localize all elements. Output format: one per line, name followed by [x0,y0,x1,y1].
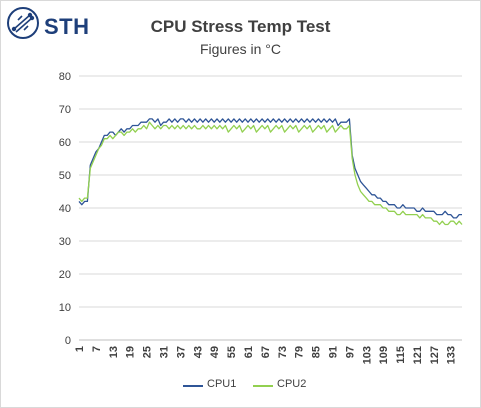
sth-logo-icon [7,7,39,39]
y-tick-label: 80 [59,71,71,83]
logo-text: STH [44,14,90,39]
x-tick-label: 109 [378,346,390,364]
chart-legend: CPU1 CPU2 [0,378,481,394]
legend-swatch-cpu2 [253,385,273,387]
legend-swatch-cpu1 [183,385,203,387]
y-tick-label: 40 [59,203,71,215]
x-tick-label: 13 [108,346,120,358]
x-tick-label: 73 [277,346,289,358]
chart-title: CPU Stress Temp Test [150,17,331,36]
y-tick-label: 20 [59,269,71,281]
y-tick-label: 10 [59,302,71,314]
y-tick-label: 70 [59,104,71,116]
x-tick-label: 7 [91,346,103,352]
sth-logo: STH [6,6,96,42]
x-tick-label: 127 [429,346,441,364]
x-tick-label: 55 [226,346,238,358]
series-line-cpu2 [78,121,463,226]
x-tick-label: 121 [412,346,424,364]
legend-label-cpu1: CPU1 [207,378,237,390]
x-tick-label: 67 [260,346,272,358]
chart-subtitle: Figures in °C [199,41,282,57]
legend-label-cpu2: CPU2 [277,378,307,390]
y-tick-label: 0 [65,335,71,347]
x-tick-label: 37 [175,346,187,358]
y-tick-label: 50 [59,170,71,182]
x-tick-label: 103 [361,346,373,364]
x-tick-label: 49 [209,346,221,358]
y-tick-label: 30 [59,236,71,248]
x-tick-label: 25 [142,346,154,358]
x-tick-label: 61 [243,346,255,358]
x-tick-label: 133 [446,346,458,364]
x-tick-label: 97 [344,346,356,358]
x-tick-label: 31 [158,346,170,358]
y-tick-label: 60 [59,137,71,149]
x-tick-label: 91 [327,346,339,358]
x-tick-label: 43 [192,346,204,358]
series-line-cpu1 [78,118,462,219]
x-tick-label: 79 [294,346,306,358]
x-tick-label: 1 [74,346,86,352]
x-tick-label: 85 [311,346,323,358]
x-tick-label: 19 [125,346,137,358]
x-tick-label: 115 [395,346,407,364]
